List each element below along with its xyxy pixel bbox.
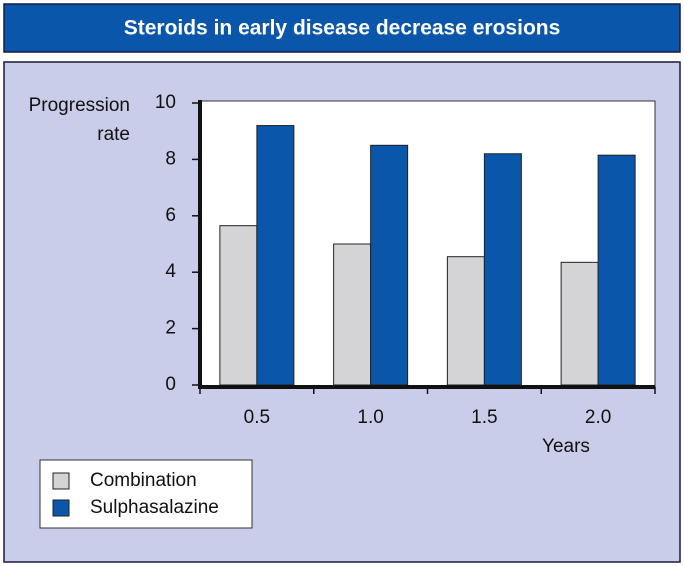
legend-label: Sulphasalazine — [90, 497, 219, 518]
title-bar — [3, 3, 681, 53]
x-tick-label: 1.0 — [357, 407, 383, 428]
y-axis-label: rate — [97, 124, 130, 145]
bar — [483, 153, 522, 386]
x-axis-label: Years — [542, 436, 590, 457]
bar — [446, 256, 485, 386]
legend-label: Combination — [90, 470, 197, 491]
bar — [219, 225, 258, 386]
bar — [333, 243, 372, 386]
y-tick-label: 10 — [155, 92, 176, 113]
chart-title: Steroids in early disease decrease erosi… — [124, 17, 561, 40]
y-tick-label: 6 — [165, 205, 176, 226]
legend — [39, 459, 253, 529]
y-axis-label: Progression — [29, 95, 130, 116]
x-tick-label: 0.5 — [244, 407, 270, 428]
legend-swatch — [52, 472, 70, 490]
legend-swatch — [52, 499, 70, 517]
bar — [370, 144, 409, 386]
bar — [256, 125, 295, 386]
x-tick-label: 1.5 — [471, 407, 497, 428]
x-tick-label: 2.0 — [585, 407, 611, 428]
bar — [597, 154, 636, 386]
y-tick-label: 4 — [165, 261, 176, 282]
y-tick-label: 0 — [165, 374, 176, 395]
bar — [560, 261, 599, 386]
y-tick-label: 8 — [165, 148, 176, 169]
y-tick-label: 2 — [165, 318, 176, 339]
